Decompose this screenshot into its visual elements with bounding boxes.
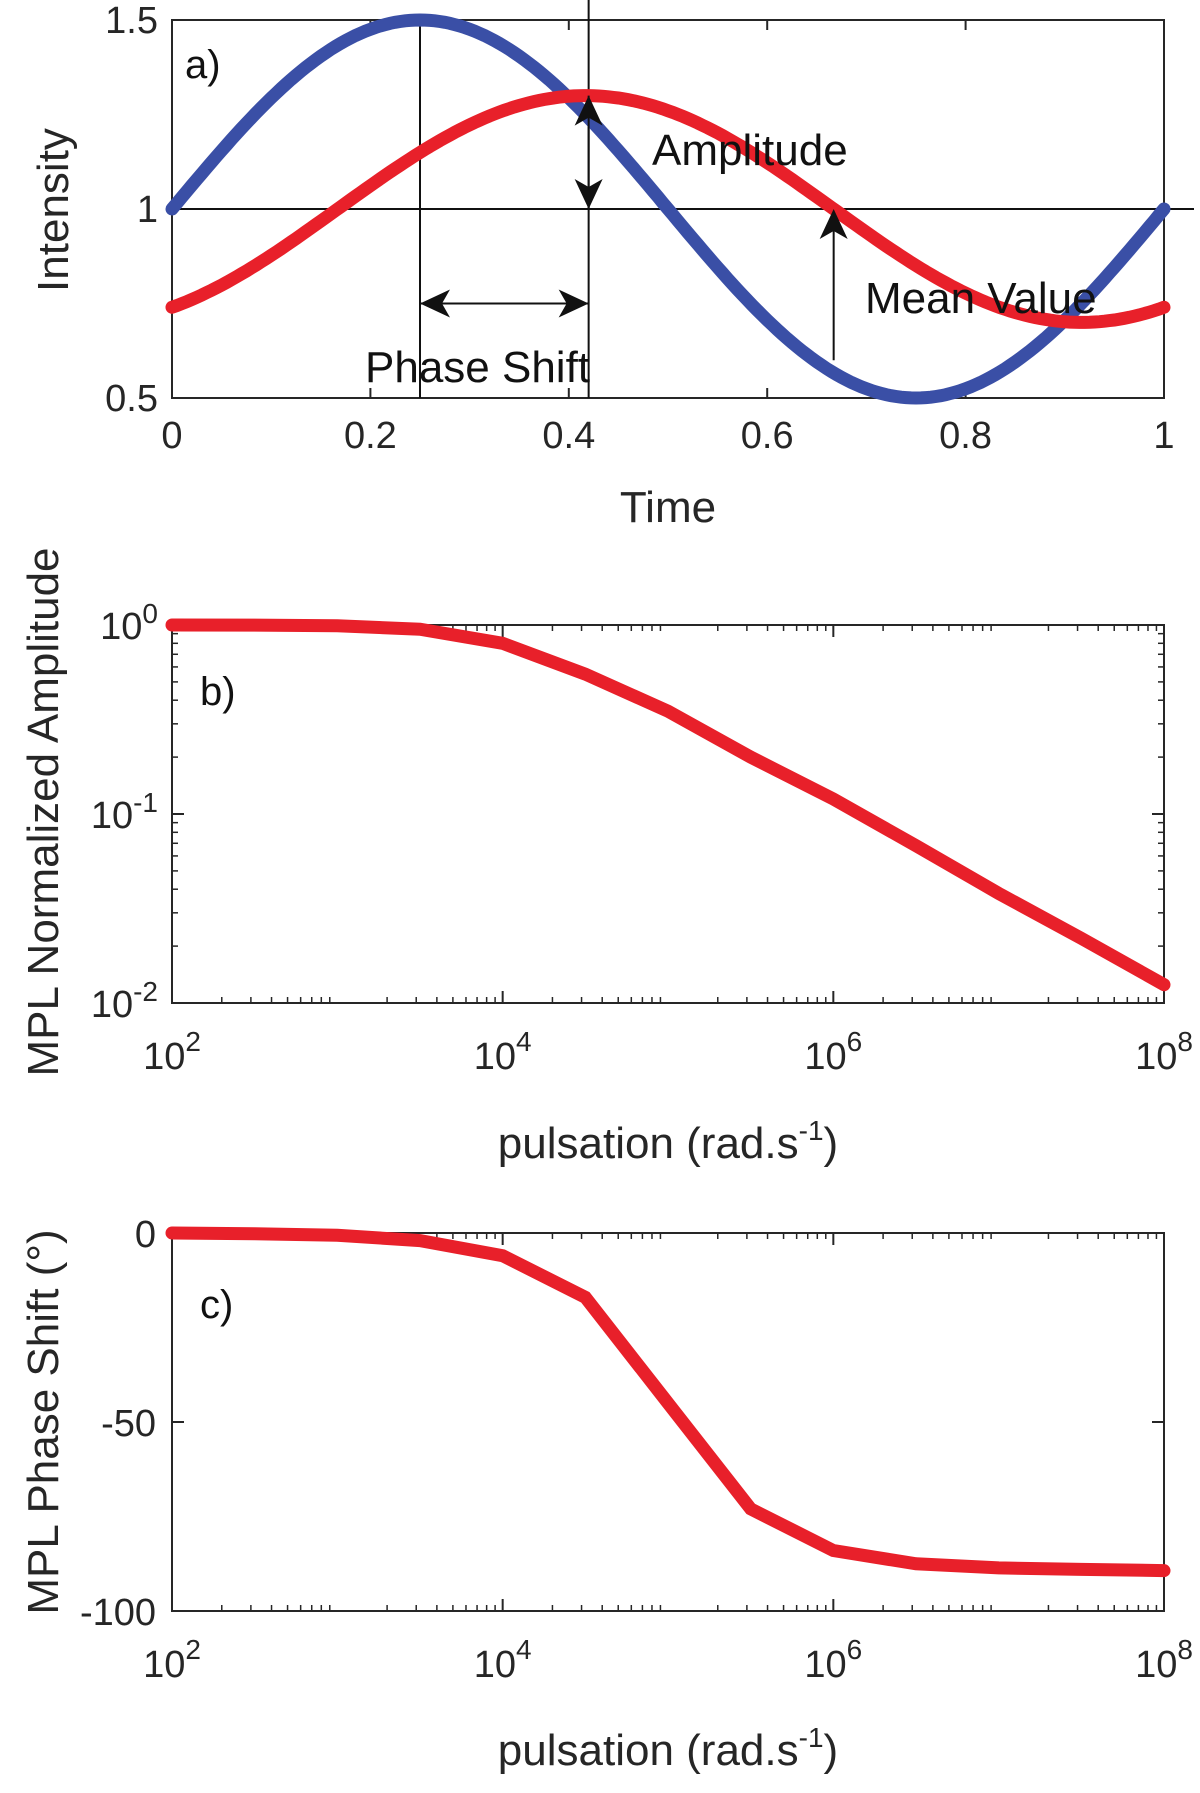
- x-tick-label: 104: [474, 1026, 532, 1078]
- x-tick-label: 106: [804, 1026, 862, 1078]
- panel-c-label: c): [200, 1283, 233, 1327]
- x-tick-exponent: 2: [185, 1026, 201, 1057]
- phase-shift-annotation: Phase Shift: [365, 343, 590, 392]
- y-tick-exponent: -2: [133, 976, 158, 1007]
- phase-shift-arrow-left-head: [420, 289, 450, 318]
- x-tick-label: 108: [1135, 1026, 1193, 1078]
- x-tick-base: 10: [143, 1644, 185, 1686]
- x-tick-label: 106: [804, 1634, 862, 1686]
- panel-c-x-axis-label-exponent: -1: [799, 1722, 824, 1753]
- x-tick-label: 102: [143, 1026, 201, 1078]
- x-tick-exponent: 6: [847, 1026, 863, 1057]
- y-tick-base: 10: [91, 984, 133, 1026]
- amplitude-arrow-down-head: [574, 179, 603, 209]
- y-tick-label: -100: [80, 1592, 156, 1634]
- amplitude-arrow-up-head: [574, 95, 603, 126]
- x-tick-label: 108: [1135, 1634, 1193, 1686]
- panel-c-plot-frame: [171, 1232, 1165, 1612]
- y-tick-base: 10: [100, 606, 142, 648]
- x-tick-base: 10: [474, 1644, 516, 1686]
- panel-a-x-axis-label: Time: [620, 483, 716, 532]
- x-tick-label: 1: [1153, 415, 1174, 457]
- amplitude-annotation: Amplitude: [652, 126, 848, 175]
- panel-c-x-axis-label-text: pulsation (rad.s: [498, 1726, 799, 1775]
- x-tick-exponent: 8: [1177, 1634, 1193, 1665]
- x-tick-base: 10: [474, 1036, 516, 1078]
- y-tick-label: 1.5: [105, 0, 158, 42]
- mpl-phase-curve: [165, 1226, 1171, 1578]
- panel-c-x-axis-label-close: ): [824, 1726, 839, 1775]
- panel-b-x-axis-label: pulsation (rad.s-1): [498, 1115, 838, 1168]
- y-tick-label: 100: [100, 598, 158, 648]
- excitation-curve: [165, 13, 1171, 405]
- y-tick-label: 10-2: [91, 976, 158, 1026]
- response-curve: [165, 89, 1171, 329]
- panel-b-y-axis-label: MPL Normalized Amplitude: [19, 547, 68, 1076]
- x-tick-label: 0.6: [741, 415, 794, 457]
- x-tick-exponent: 4: [516, 1026, 532, 1057]
- x-tick-exponent: 4: [516, 1634, 532, 1665]
- x-tick-base: 10: [143, 1036, 185, 1078]
- y-tick-label: 0: [135, 1214, 156, 1256]
- panel-b-x-axis-label-text: pulsation (rad.s: [498, 1119, 799, 1168]
- panel-b-x-axis-label-close: ): [824, 1119, 839, 1168]
- x-tick-base: 10: [1135, 1644, 1177, 1686]
- mpl-amplitude-curve: [165, 618, 1171, 992]
- y-tick-exponent: 0: [142, 598, 158, 629]
- y-tick-label: -50: [101, 1403, 156, 1445]
- x-tick-label: 0.8: [939, 415, 992, 457]
- x-tick-exponent: 2: [185, 1634, 201, 1665]
- mean-value-arrow-head: [819, 209, 848, 239]
- y-tick-label: 0.5: [105, 378, 158, 420]
- panel-b-plot-frame: [171, 624, 1165, 1004]
- panel-b-label: b): [200, 670, 236, 714]
- x-tick-label: 104: [474, 1634, 532, 1686]
- x-tick-exponent: 8: [1177, 1026, 1193, 1057]
- x-tick-exponent: 6: [847, 1634, 863, 1665]
- y-tick-label: 1: [137, 189, 158, 231]
- x-tick-label: 0: [161, 415, 182, 457]
- x-tick-label: 0.2: [344, 415, 397, 457]
- panel-c-x-axis-label: pulsation (rad.s-1): [498, 1722, 838, 1775]
- mean-value-annotation: Mean Value: [865, 274, 1097, 323]
- y-tick-label: 10-1: [91, 787, 158, 837]
- panel-a-y-axis-label: Intensity: [29, 128, 78, 292]
- phase-shift-arrow-right-head: [558, 289, 589, 318]
- x-tick-base: 10: [804, 1036, 846, 1078]
- panel-a-intensity-vs-time: 0 0.2 0.4 0.6 0.8 1 0.5 1 1.5 a) Amplitude Mean …: [29, 0, 1194, 532]
- y-tick-exponent: -1: [133, 787, 158, 818]
- x-tick-label: 0.4: [542, 415, 595, 457]
- x-tick-label: 102: [143, 1634, 201, 1686]
- panel-b-x-axis-label-exponent: -1: [799, 1115, 824, 1146]
- panel-a-label: a): [185, 43, 221, 87]
- x-tick-base: 10: [804, 1644, 846, 1686]
- panel-c-y-axis-label: MPL Phase Shift (°): [19, 1229, 68, 1614]
- y-tick-base: 10: [91, 795, 133, 837]
- x-tick-base: 10: [1135, 1036, 1177, 1078]
